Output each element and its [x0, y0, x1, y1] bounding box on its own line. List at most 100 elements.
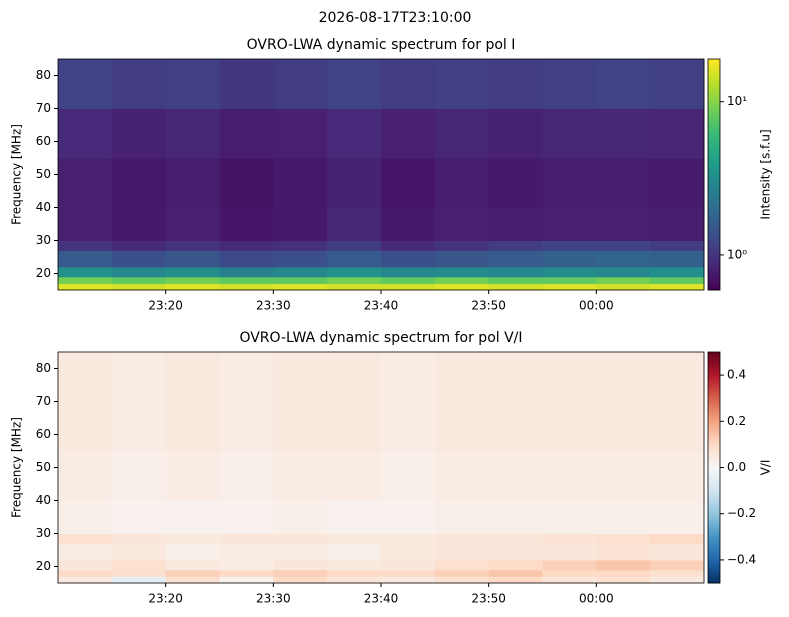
colorbar-tick-label: 0.4: [727, 368, 746, 382]
heatmap-cell: [58, 59, 113, 109]
colorbar-step: [708, 467, 720, 471]
heatmap-cell: [381, 250, 436, 268]
colorbar-step: [708, 160, 720, 164]
colorbar-step: [708, 386, 720, 390]
x-tick-label: 23:20: [148, 299, 183, 313]
heatmap-cell: [219, 559, 274, 571]
heatmap-cell: [488, 266, 543, 278]
colorbar-step: [708, 169, 720, 173]
colorbar-step: [708, 63, 720, 67]
heatmap-cell: [434, 207, 490, 241]
heatmap-cell: [650, 266, 705, 278]
colorbar-step: [708, 391, 720, 395]
x-tick-label: 23:50: [471, 592, 506, 606]
heatmap-cell: [165, 283, 220, 291]
colorbar-step: [708, 532, 720, 535]
colorbar-step: [708, 125, 720, 129]
colorbar-step: [708, 365, 720, 369]
colorbar-step: [708, 257, 720, 261]
heatmap-cell: [650, 240, 705, 251]
heatmap-cell: [327, 500, 382, 534]
colorbar-step: [708, 204, 720, 208]
colorbar-step: [708, 425, 720, 429]
heatmap-cell: [381, 266, 436, 278]
heatmap-cell: [488, 207, 543, 241]
heatmap-cell: [542, 283, 597, 291]
x-tick-label: 23:50: [471, 299, 506, 313]
colorbar-step: [708, 569, 720, 572]
heatmap-cell: [111, 240, 167, 251]
colorbar-step: [708, 488, 720, 492]
heatmap-cell: [111, 276, 167, 284]
colorbar-step: [708, 278, 720, 282]
heatmap-cell: [58, 559, 113, 571]
heatmap-cell: [381, 559, 436, 571]
heatmap-cell: [327, 533, 382, 544]
heatmap-cell: [542, 352, 597, 402]
heatmap-cell: [219, 401, 274, 452]
heatmap-cell: [273, 352, 328, 402]
colorbar-step: [708, 485, 720, 489]
colorbar-step: [708, 529, 720, 533]
colorbar-step: [708, 283, 720, 286]
heatmap-cell: [381, 283, 436, 291]
colorbar-step: [708, 576, 720, 579]
heatmap-cell: [488, 543, 543, 561]
colorbar-step: [708, 527, 720, 531]
colorbar-step: [708, 130, 720, 134]
heatmap-cell: [596, 451, 651, 501]
x-tick-label: 23:30: [256, 299, 291, 313]
heatmap-cell: [165, 108, 220, 159]
heatmap-cell: [596, 543, 651, 561]
x-tick-label: 23:40: [364, 592, 399, 606]
heatmap-cell: [488, 158, 543, 208]
heatmap-cell: [381, 59, 436, 109]
y-tick-label: 60: [36, 427, 51, 441]
colorbar-step: [708, 158, 720, 162]
colorbar-step: [708, 400, 720, 404]
colorbar-step: [708, 428, 720, 432]
colorbar-step: [708, 95, 720, 99]
colorbar-step: [708, 453, 720, 457]
colorbar-step: [708, 462, 720, 466]
heatmap-cell: [58, 352, 113, 402]
colorbar-step: [708, 139, 720, 143]
colorbar-step: [708, 455, 720, 459]
colorbar-step: [708, 502, 720, 505]
heatmap-cell: [58, 240, 113, 251]
heatmap-cell: [165, 276, 220, 284]
colorbar-step: [708, 395, 720, 399]
heatmap-cell: [273, 276, 328, 284]
colorbar-step: [708, 388, 720, 392]
heatmap-cell: [434, 401, 490, 452]
heatmap-cell: [488, 276, 543, 284]
heatmap-cell: [542, 240, 597, 251]
heatmap-cell: [434, 59, 490, 109]
colorbar-step: [708, 580, 720, 584]
heatmap-cell: [596, 158, 651, 208]
heatmap-cell: [111, 59, 167, 109]
colorbar-step: [708, 534, 720, 538]
heatmap-cell: [219, 250, 274, 268]
heatmap-cell: [219, 158, 274, 208]
heatmap-cell: [434, 500, 490, 534]
colorbar-step: [708, 562, 720, 566]
heatmap-cell: [327, 108, 382, 159]
colorbar-step: [708, 490, 720, 494]
colorbar-step: [708, 239, 720, 242]
heatmap-cell: [58, 451, 113, 501]
heatmap-cell: [327, 543, 382, 561]
colorbar-step: [708, 370, 720, 374]
y-axis-label: Frequency [MHz]: [10, 124, 24, 225]
heatmap-cell: [219, 500, 274, 534]
heatmap-cell: [488, 559, 543, 571]
colorbar-step: [708, 211, 720, 215]
heatmap-cell: [165, 158, 220, 208]
colorbar-step: [708, 483, 720, 487]
heatmap-cell: [165, 250, 220, 268]
colorbar-step: [708, 213, 720, 217]
heatmap-cell: [542, 158, 597, 208]
colorbar-step: [708, 506, 720, 510]
heatmap-cell: [219, 240, 274, 251]
